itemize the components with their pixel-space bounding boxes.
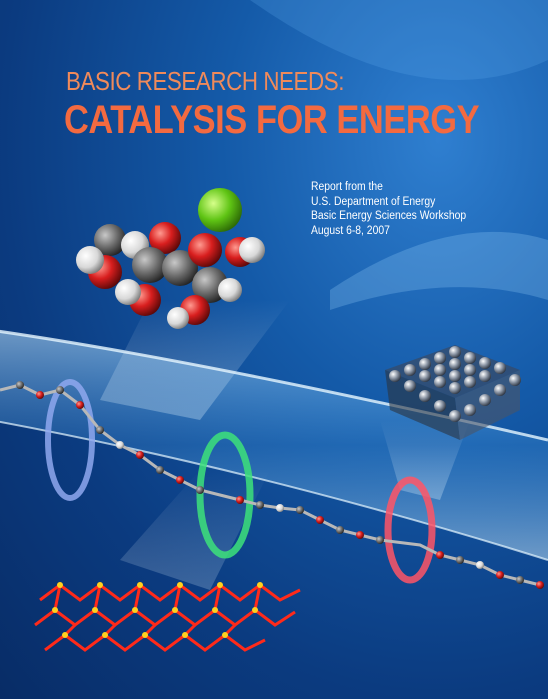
subtitle-line-3: Basic Energy Sciences Workshop (311, 210, 467, 222)
subtitle-line-4: August 6-8, 2007 (311, 224, 390, 237)
title-line-2: CATALYSIS FOR ENERGY (64, 98, 480, 142)
ring-green (196, 431, 254, 559)
zeolite-framework (34, 583, 301, 652)
background-swoosh (250, 0, 548, 80)
subtitle-line-1: Report from the (311, 181, 383, 193)
space-filling-molecule (76, 188, 265, 329)
title-line-1: BASIC RESEARCH NEEDS: (66, 66, 344, 96)
ring-blue (45, 379, 95, 501)
metal-nanocluster (385, 345, 521, 440)
subtitle-line-2: U.S. Department of Energy (311, 195, 436, 208)
background-swoosh (330, 231, 548, 310)
chain-atoms (16, 381, 544, 589)
report-subtitle: Report from the U.S. Department of Energ… (311, 180, 466, 238)
zeolite-atoms (52, 582, 263, 638)
light-beam-bottom (120, 470, 270, 590)
light-beam-blue (100, 300, 290, 420)
ring-red (384, 476, 436, 584)
